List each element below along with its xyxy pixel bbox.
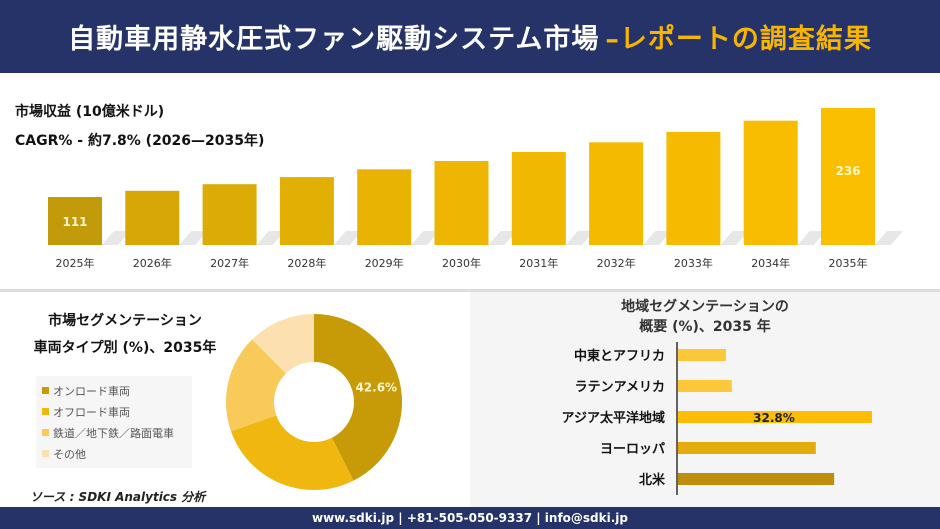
cagr-label: CAGR% - 約7.8% (2026—2035年) xyxy=(15,133,265,149)
legend-label: オンロード車両 xyxy=(53,384,130,398)
legend-label: その他 xyxy=(53,447,86,461)
revenue-bar xyxy=(511,152,566,245)
x-tick-label: 2029年 xyxy=(365,256,404,270)
legend-swatch xyxy=(42,387,49,394)
bar-shadow xyxy=(875,231,903,245)
footer-contact: www.sdki.jp | +81-505-050-9337 | info@sd… xyxy=(0,507,940,529)
region-bar xyxy=(678,349,726,361)
bar-shadow xyxy=(333,231,362,245)
source-note: ソース : SDKI Analytics 分析 xyxy=(30,490,206,504)
revenue-bar xyxy=(125,190,180,245)
bar-value-label: 236 xyxy=(835,164,860,178)
legend-item: 鉄道／地下鉄／路面電車 xyxy=(42,422,186,443)
bar-value-label: 111 xyxy=(62,215,87,229)
region-label: 中東とアフリカ xyxy=(574,348,665,364)
region-label: アジア太平洋地域 xyxy=(562,410,665,426)
bar-shadow xyxy=(179,231,208,245)
legend-item: その他 xyxy=(42,443,186,464)
region-title-2: 概要 (%)、2035 年 xyxy=(639,319,771,335)
region-panel xyxy=(470,292,940,507)
title-main: 自動車用静水圧式ファン駆動システム市場 xyxy=(68,24,600,55)
legend-label: 鉄道／地下鉄／路面電車 xyxy=(53,426,174,440)
region-title-1: 地域セグメンテーションの xyxy=(621,299,789,315)
vehicle-type-donut-chart: 42.6% xyxy=(226,314,402,490)
region-label: 北米 xyxy=(639,472,666,488)
region-label: ラテンアメリカ xyxy=(575,380,665,395)
legend-item: オフロード車両 xyxy=(42,401,186,422)
revenue-bar xyxy=(357,169,412,245)
legend-swatch xyxy=(42,408,49,415)
title-accent: –レポートの調査結果 xyxy=(605,24,872,55)
bar-shadow xyxy=(488,231,517,245)
revenue-bar xyxy=(821,108,875,245)
revenue-bar xyxy=(434,160,489,245)
legend-item: オンロード車両 xyxy=(42,380,186,401)
legend-swatch xyxy=(42,429,49,436)
region-bar xyxy=(678,442,816,454)
revenue-label: 市場収益 (10億米ドル) xyxy=(15,104,165,120)
x-tick-label: 2031年 xyxy=(519,256,558,270)
revenue-bar xyxy=(743,120,798,245)
bar-shadow xyxy=(256,231,285,245)
donut-legend: オンロード車両 オフロード車両鉄道／地下鉄／路面電車 その他 xyxy=(36,376,192,468)
revenue-bar-chart: 2025年 111 2026年 2027年 2028年 2029年 2030年 2031年 20… xyxy=(48,108,903,270)
divider xyxy=(0,289,940,292)
bar-shadow xyxy=(102,231,130,245)
segment-title-2: 車両タイプ別 (%)、2035年 xyxy=(33,340,217,356)
revenue-bar xyxy=(202,184,257,245)
legend-swatch xyxy=(42,450,49,457)
segment-title-1: 市場セグメンテーション xyxy=(48,313,202,329)
x-tick-label: 2026年 xyxy=(133,256,172,270)
revenue-bar xyxy=(48,197,102,245)
bar-shadow xyxy=(797,231,826,245)
page-header: 自動車用静水圧式ファン駆動システム市場 –レポートの調査結果 xyxy=(0,0,940,73)
x-tick-label: 2032年 xyxy=(597,256,636,270)
bar-shadow xyxy=(411,231,440,245)
region-label: ヨーロッパ xyxy=(600,442,665,457)
x-tick-label: 2034年 xyxy=(751,256,790,270)
legend-label: オフロード車両 xyxy=(53,405,130,419)
x-tick-label: 2028年 xyxy=(287,256,326,270)
donut-slice xyxy=(226,339,286,432)
revenue-bar xyxy=(279,177,334,245)
donut-slice xyxy=(314,314,402,481)
slice-value-label: 42.6% xyxy=(355,380,397,394)
x-tick-label: 2035年 xyxy=(829,256,868,270)
bar-shadow xyxy=(720,231,749,245)
bar-shadow xyxy=(643,231,672,245)
x-tick-label: 2025年 xyxy=(56,256,95,270)
region-bar xyxy=(678,473,835,485)
region-bar xyxy=(678,411,872,423)
region-bar xyxy=(678,380,732,392)
revenue-bar xyxy=(589,142,644,245)
donut-slice xyxy=(231,415,354,490)
bar-shadow xyxy=(565,231,594,245)
donut-slice xyxy=(252,314,314,374)
x-tick-label: 2033年 xyxy=(674,256,713,270)
x-tick-label: 2027年 xyxy=(210,256,249,270)
x-tick-label: 2030年 xyxy=(442,256,481,270)
revenue-bar xyxy=(666,131,721,245)
region-value-label: 32.8% xyxy=(753,411,795,425)
